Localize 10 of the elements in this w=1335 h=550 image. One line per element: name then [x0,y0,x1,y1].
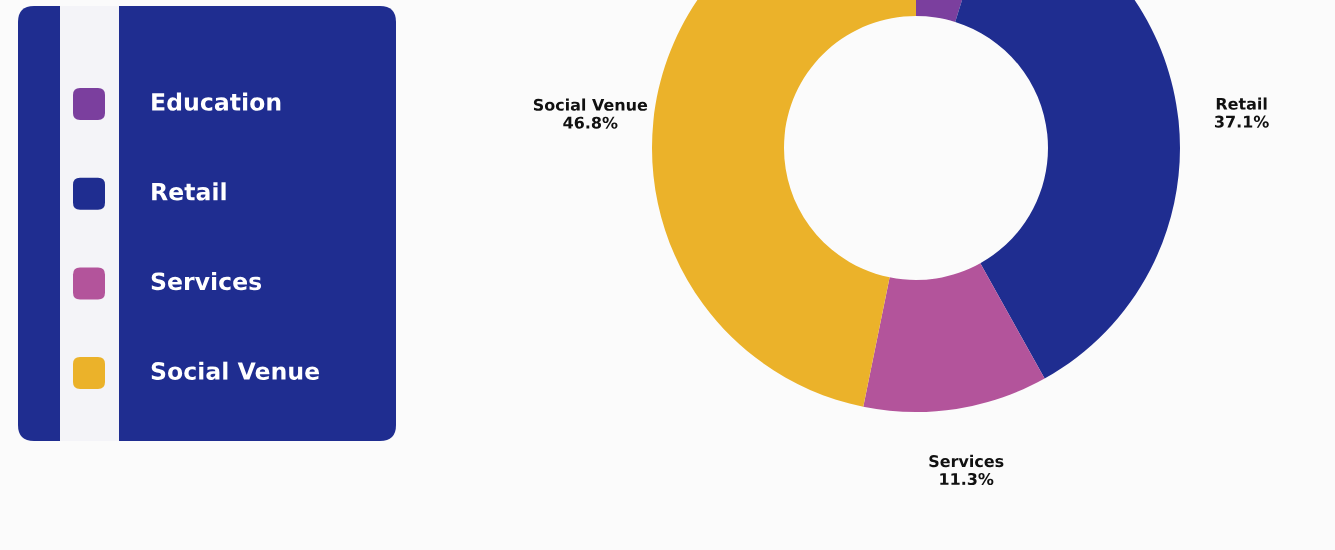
data-label: 37.1% [1214,115,1269,128]
data-label: 46.8% [563,116,618,129]
data-label: 11.3% [940,472,994,486]
slice-label: Retail [1216,97,1267,110]
legend-label: Services [151,271,262,291]
slice-label: Social Venue [533,98,648,111]
legend-label: Social Venue [151,361,320,380]
legend-label: Education [152,92,281,111]
slice-label: Services [929,454,1004,468]
legend-label: Retail [152,182,226,201]
